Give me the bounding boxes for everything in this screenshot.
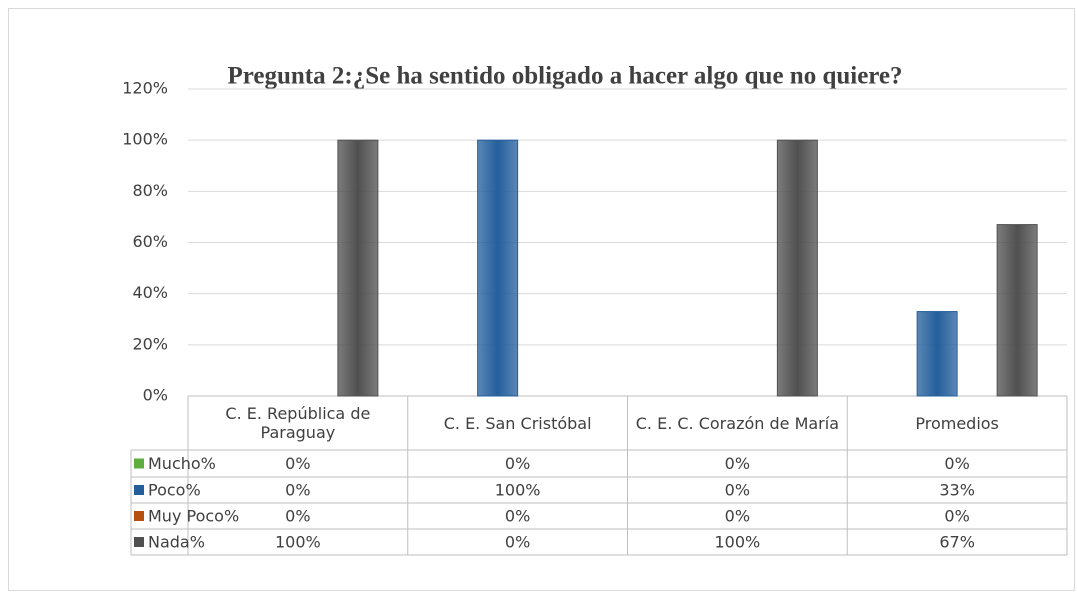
legend-label: Nada%: [148, 533, 205, 552]
legend-swatch: [134, 511, 144, 521]
legend-label: Muy Poco%: [148, 507, 239, 526]
table-cell: 0%: [725, 454, 750, 473]
table-cell: 100%: [495, 481, 541, 500]
table-cell: 0%: [944, 454, 969, 473]
table-cell: 0%: [725, 507, 750, 526]
table-cell: 33%: [939, 481, 975, 500]
legend-label: Mucho%: [148, 454, 216, 473]
table-cell: 0%: [725, 481, 750, 500]
bar: [477, 139, 519, 397]
x-tick-label-box: C. E. San Cristóbal: [443, 413, 592, 433]
y-tick-label: 60%: [132, 232, 168, 251]
bar: [337, 139, 379, 397]
y-tick-label: 40%: [132, 283, 168, 302]
table-cell: 0%: [505, 533, 530, 552]
y-tick-label: 120%: [122, 79, 168, 98]
y-tick-label: 80%: [132, 181, 168, 200]
y-tick-label: 100%: [122, 130, 168, 149]
table-cell: 0%: [944, 507, 969, 526]
table-cell: 0%: [505, 454, 530, 473]
chart-frame: [8, 8, 1075, 591]
x-tick-label-box: Promedios: [915, 413, 999, 433]
x-tick-label: C. E. República de Paraguay: [225, 404, 371, 442]
chart-title: Pregunta 2:¿Se ha sentido obligado a hac…: [227, 63, 902, 90]
x-tick-label-box: C. E. C. Corazón de María: [635, 413, 839, 433]
y-tick-label: 0%: [143, 386, 168, 405]
legend-swatch: [134, 485, 144, 495]
legend-swatch: [134, 537, 144, 547]
y-tick-label: 20%: [132, 334, 168, 353]
legend-label: Poco%: [148, 481, 201, 500]
bar: [776, 139, 818, 397]
x-tick-label-box: C. E. República de Paraguay: [225, 404, 371, 442]
x-tick-label: C. E. C. Corazón de María: [635, 413, 839, 433]
table-cell: 0%: [285, 454, 310, 473]
bar: [916, 311, 958, 397]
table-cell: 0%: [285, 481, 310, 500]
bar: [996, 224, 1038, 397]
x-tick-label: Promedios: [915, 413, 999, 433]
table-cell: 67%: [939, 533, 975, 552]
x-tick-label: C. E. San Cristóbal: [443, 413, 592, 433]
table-cell: 100%: [275, 533, 321, 552]
table-cell: 0%: [285, 507, 310, 526]
table-cell: 100%: [715, 533, 761, 552]
legend-swatch: [134, 458, 144, 469]
table-cell: 0%: [505, 507, 530, 526]
